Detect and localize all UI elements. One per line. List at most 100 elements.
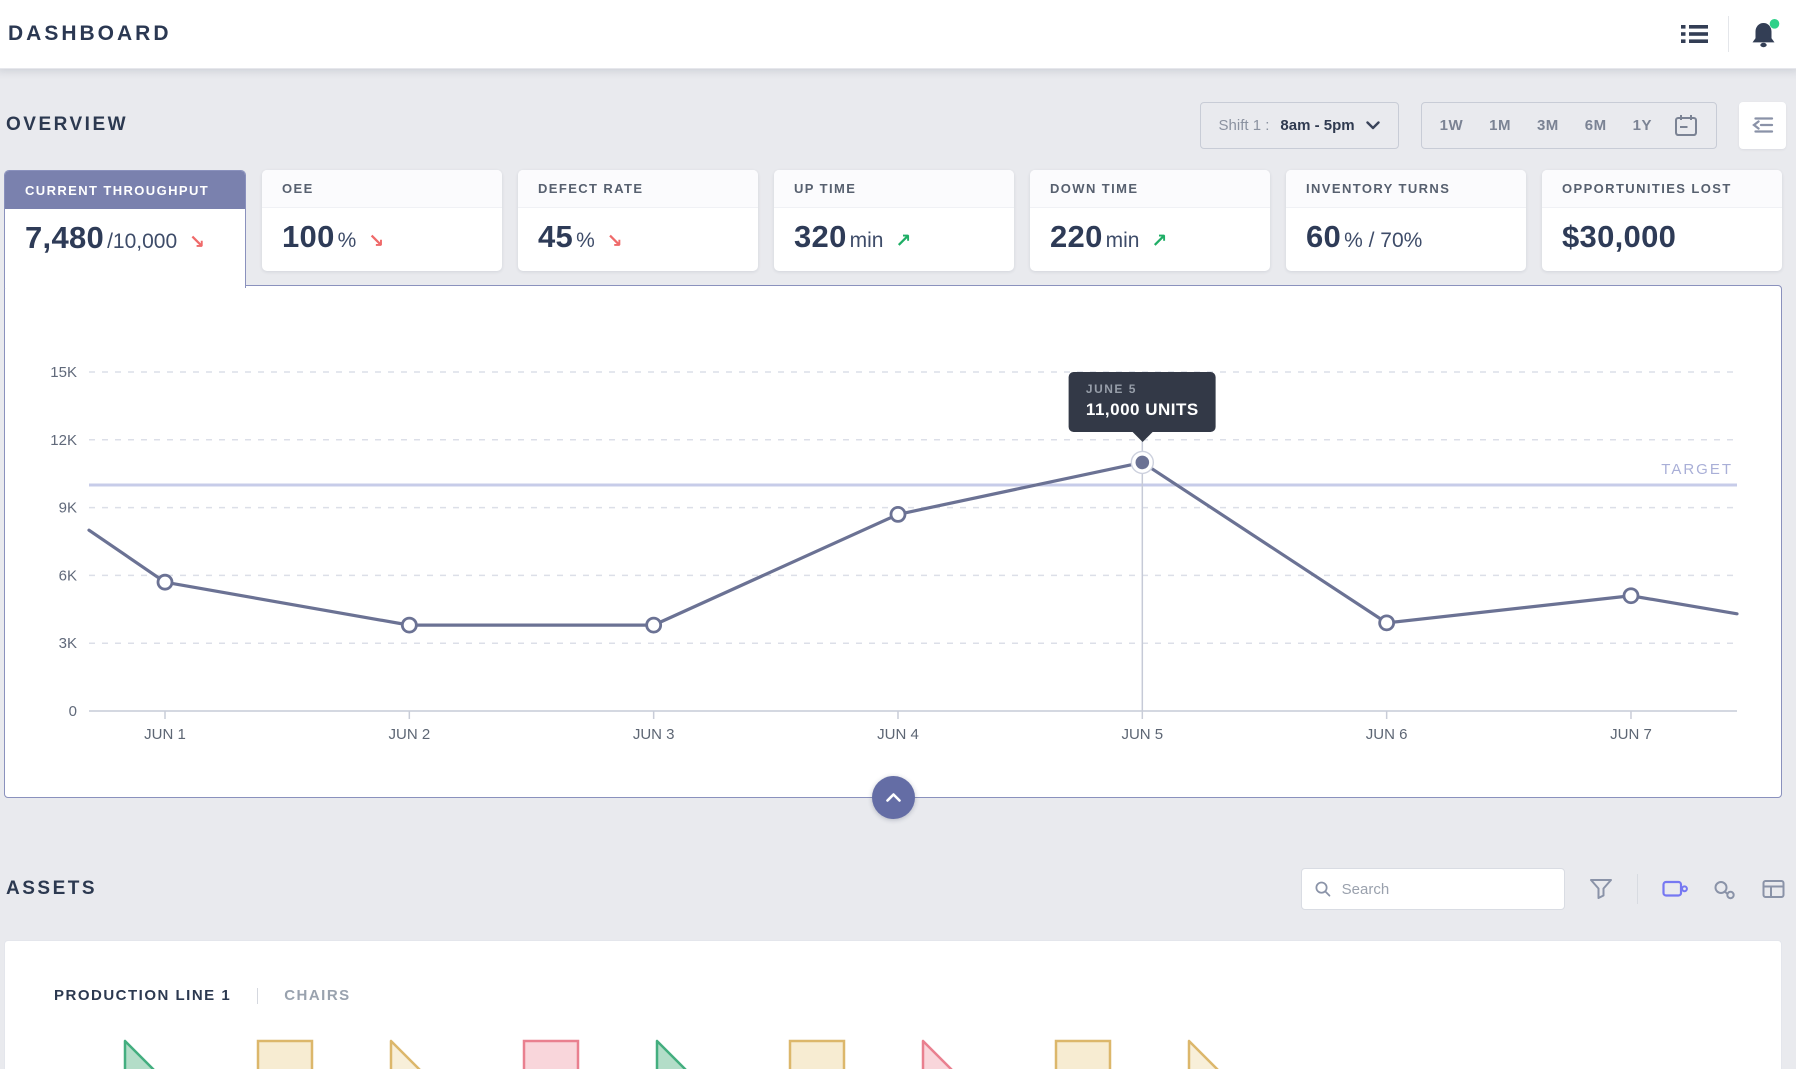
overview-title: OVERVIEW bbox=[6, 114, 129, 135]
topbar-divider bbox=[1728, 16, 1729, 52]
kpi-label: DEFECT RATE bbox=[518, 170, 758, 208]
collapse-list-button[interactable] bbox=[1739, 101, 1786, 149]
calendar-icon bbox=[1675, 114, 1697, 136]
svg-text:JUN 3: JUN 3 bbox=[633, 726, 675, 743]
svg-text:9K: 9K bbox=[59, 500, 77, 517]
kpi-value-row: 100% ↘ bbox=[262, 208, 502, 255]
asset-shape-square-tan-6[interactable] bbox=[788, 1039, 846, 1069]
asset-shape-triangle-pink-7[interactable] bbox=[921, 1039, 979, 1069]
kpi-card-defect-rate[interactable]: DEFECT RATE 45% ↘ bbox=[518, 170, 758, 271]
svg-text:JUN 6: JUN 6 bbox=[1366, 726, 1408, 743]
svg-text:JUN 1: JUN 1 bbox=[144, 726, 186, 743]
kpi-suffix: /10,000 bbox=[107, 230, 178, 253]
kpi-suffix: % / 70% bbox=[1344, 229, 1423, 252]
kpi-card-oee[interactable]: OEE 100% ↘ bbox=[262, 170, 502, 271]
filter-funnel-icon bbox=[1590, 879, 1612, 899]
kpi-suffix: min bbox=[1105, 229, 1140, 252]
topbar: DASHBOARD bbox=[0, 0, 1796, 68]
card-view-button[interactable] bbox=[1662, 879, 1688, 899]
kpi-value-row: $30,000 bbox=[1542, 208, 1782, 255]
svg-text:JUN 4: JUN 4 bbox=[877, 726, 919, 743]
asset-shape-square-pink-4[interactable] bbox=[522, 1039, 580, 1069]
assets-panel: PRODUCTION LINE 1 CHAIRS bbox=[4, 940, 1782, 1069]
range-3m[interactable]: 3M bbox=[1536, 116, 1559, 134]
tooltip-date: JUNE 5 bbox=[1085, 382, 1137, 397]
assets-tools bbox=[1301, 868, 1786, 910]
asset-shape-triangle-yellow-9[interactable] bbox=[1187, 1039, 1245, 1069]
node-view-icon bbox=[1714, 881, 1735, 900]
kpi-value: 60 bbox=[1306, 219, 1342, 254]
search-input[interactable] bbox=[1341, 880, 1552, 898]
kpi-suffix: min bbox=[849, 229, 884, 252]
asset-shape-triangle-green-5[interactable] bbox=[655, 1039, 713, 1069]
chevron-down-icon bbox=[1365, 120, 1380, 129]
asset-tab-chairs[interactable]: CHAIRS bbox=[284, 987, 351, 1004]
trend-down-icon: ↘ bbox=[368, 230, 385, 252]
range-6m[interactable]: 6M bbox=[1584, 116, 1607, 134]
asset-tabs: PRODUCTION LINE 1 CHAIRS bbox=[54, 987, 351, 1004]
kpi-suffix: % bbox=[576, 229, 595, 252]
svg-text:JUN 7: JUN 7 bbox=[1610, 726, 1652, 743]
trend-down-icon: ↘ bbox=[189, 231, 206, 253]
svg-text:12K: 12K bbox=[50, 432, 77, 449]
asset-tab-divider bbox=[257, 987, 259, 1004]
trend-up-icon: ↗ bbox=[895, 230, 912, 252]
overview-header: OVERVIEW Shift 1 : 8am - 5pm 1W 1M 3M 6M 1Y bbox=[6, 100, 1786, 150]
kpi-value: $30,000 bbox=[1562, 219, 1677, 254]
kpi-value-row: 60% / 70% bbox=[1286, 208, 1526, 255]
header-shadow bbox=[0, 68, 1796, 80]
time-range-items: 1W 1M 3M 6M 1Y bbox=[1440, 117, 1652, 134]
asset-shape-square-tan-8[interactable] bbox=[1054, 1039, 1112, 1069]
kpi-card-current-throughput[interactable]: CURRENT THROUGHPUT 7,480/10,000 ↘ bbox=[4, 170, 246, 288]
search-box bbox=[1301, 868, 1565, 910]
shift-selector[interactable]: Shift 1 : 8am - 5pm bbox=[1199, 101, 1399, 149]
collapse-chart-button[interactable] bbox=[872, 776, 915, 819]
range-1y[interactable]: 1Y bbox=[1632, 116, 1652, 134]
throughput-chart[interactable]: 0 3K 6K 9K 12K 15K JUN 1 JUN 2 JUN 3 JUN 4 JUN 5 JU… bbox=[5, 286, 1781, 756]
outdent-icon bbox=[1751, 117, 1773, 133]
topbar-actions bbox=[1681, 16, 1780, 52]
trend-down-icon: ↘ bbox=[606, 230, 623, 252]
kpi-card-up-time[interactable]: UP TIME 320 min ↗ bbox=[774, 170, 1014, 271]
range-1m[interactable]: 1M bbox=[1489, 116, 1511, 134]
kpi-label: INVENTORY TURNS bbox=[1286, 170, 1526, 208]
kpi-cards-row: CURRENT THROUGHPUT 7,480/10,000 ↘ OEE 100% ↘ D… bbox=[4, 170, 1782, 288]
trend-up-icon: ↗ bbox=[1151, 230, 1168, 252]
search-icon bbox=[1315, 881, 1331, 897]
range-1w[interactable]: 1W bbox=[1439, 116, 1464, 134]
asset-shape-square-tan-2[interactable] bbox=[256, 1039, 314, 1069]
svg-text:0: 0 bbox=[69, 703, 77, 720]
svg-text:15K: 15K bbox=[50, 364, 77, 381]
kpi-value-row: 45% ↘ bbox=[518, 208, 758, 255]
svg-text:6K: 6K bbox=[59, 567, 77, 584]
node-view-button[interactable] bbox=[1712, 878, 1738, 900]
asset-shape-triangle-green-1[interactable] bbox=[123, 1039, 181, 1069]
table-view-button[interactable] bbox=[1762, 879, 1786, 899]
calendar-button[interactable] bbox=[1674, 114, 1698, 137]
tools-divider bbox=[1637, 874, 1638, 904]
asset-shape-triangle-yellow-3[interactable] bbox=[389, 1039, 447, 1069]
kpi-value: 220 bbox=[1050, 219, 1103, 254]
svg-text:TARGET: TARGET bbox=[1661, 461, 1733, 478]
asset-shapes-row bbox=[123, 1039, 1245, 1069]
chevron-up-icon bbox=[886, 793, 901, 802]
kpi-value: 45 bbox=[538, 219, 574, 254]
kpi-suffix: % bbox=[337, 229, 357, 252]
assets-header: ASSETS bbox=[6, 866, 1786, 912]
asset-tab-production-line-1[interactable]: PRODUCTION LINE 1 bbox=[54, 987, 232, 1004]
svg-text:3K: 3K bbox=[59, 635, 77, 652]
card-view-icon bbox=[1662, 880, 1688, 897]
notifications-button[interactable] bbox=[1749, 18, 1780, 50]
table-view-icon bbox=[1762, 880, 1785, 898]
kpi-card-down-time[interactable]: DOWN TIME 220 min ↗ bbox=[1030, 170, 1270, 271]
notification-dot bbox=[1769, 18, 1780, 29]
list-view-button[interactable] bbox=[1681, 24, 1708, 44]
kpi-card-opportunities-lost[interactable]: OPPORTUNITIES LOST $30,000 bbox=[1542, 170, 1782, 271]
kpi-card-inventory-turns[interactable]: INVENTORY TURNS 60% / 70% bbox=[1286, 170, 1526, 271]
filter-button[interactable] bbox=[1589, 878, 1613, 900]
kpi-value-row: 320 min ↗ bbox=[774, 208, 1014, 255]
list-icon bbox=[1681, 25, 1708, 43]
throughput-chart-panel: 0 3K 6K 9K 12K 15K JUN 1 JUN 2 JUN 3 JUN 4 JUN 5 JU… bbox=[4, 285, 1782, 819]
svg-text:JUN 2: JUN 2 bbox=[388, 726, 430, 743]
